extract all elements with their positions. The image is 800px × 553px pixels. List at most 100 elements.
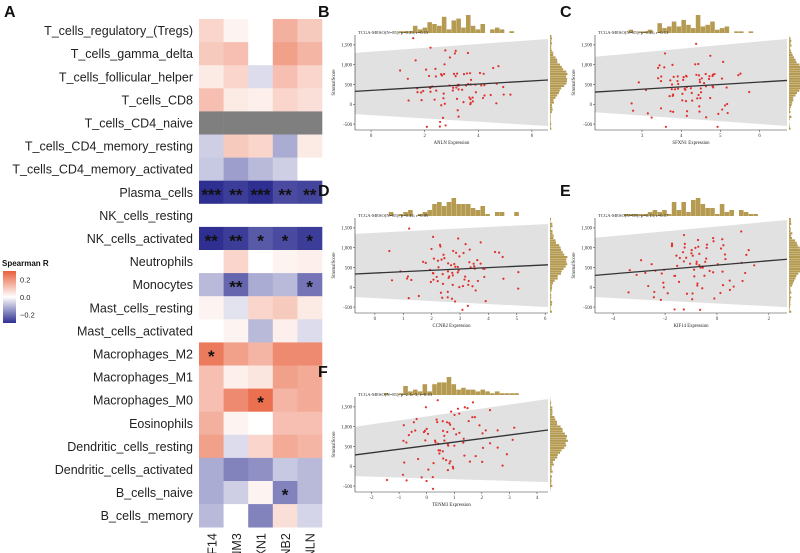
scatter-point — [444, 124, 447, 127]
x-tick-label: 3 — [459, 317, 462, 322]
scatter-point — [630, 102, 633, 105]
scatter-point — [437, 266, 440, 269]
heatmap-cell — [248, 88, 274, 112]
scatter-point — [452, 72, 456, 75]
scatter-point — [429, 46, 432, 49]
marginal-hist-bar-x — [412, 25, 418, 33]
scatter-point — [711, 74, 714, 78]
scatter-point — [442, 457, 445, 460]
scatter-point — [429, 90, 432, 93]
marginal-hist-bar-y — [789, 303, 791, 306]
scatter-point — [476, 279, 479, 283]
heatmap-cell — [248, 111, 274, 135]
heatmap-cell — [199, 504, 224, 528]
scatter-point — [697, 74, 701, 77]
scatter-point — [443, 102, 446, 105]
heatmap-cell — [272, 411, 298, 436]
scatter-point — [450, 297, 454, 300]
heatmap-cell — [223, 111, 249, 135]
heatmap-cell — [199, 411, 224, 436]
scatter-point — [637, 81, 640, 84]
scatter-point — [662, 281, 665, 284]
scatter-point — [424, 68, 428, 71]
marginal-hist-bar-x — [456, 204, 461, 216]
marginal-hist-bar-x — [676, 26, 682, 33]
marginal-hist-bar-x — [441, 206, 447, 216]
scatter-point — [416, 91, 419, 94]
marginal-hist-bar-x — [724, 212, 730, 216]
scatter-point — [703, 274, 706, 277]
scatter-point — [422, 430, 426, 434]
scatter-point — [435, 275, 438, 279]
heatmap-cell — [297, 481, 323, 505]
scatter-point — [707, 77, 711, 81]
scatter-point — [447, 444, 450, 447]
heatmap-panel-a: A T_cells_regulatory_(Tregs) T_cells_gamma… — [4, 4, 323, 553]
heatmap-row-label: NK_cells_resting — [99, 209, 193, 223]
scatter-point — [453, 52, 457, 55]
marginal-hist-bar-x — [456, 389, 461, 395]
scatter-point — [458, 431, 461, 434]
marginal-hist-bar-y — [550, 70, 567, 73]
y-tick-label: 1,500 — [581, 44, 592, 49]
scatter-point — [440, 258, 443, 261]
marginal-hist-bar-x — [514, 393, 519, 395]
scatter-point — [446, 430, 449, 434]
scatter-panel-f: F TCGA-MESO(N=85); p=2.1e-3; r=0.33 -500 0 5… — [318, 364, 568, 508]
scatter-point — [658, 64, 661, 67]
heatmap-cell — [272, 157, 298, 181]
heatmap-cell — [199, 111, 224, 135]
marginal-hist-bar-y — [789, 263, 800, 266]
scatter-point — [454, 300, 457, 303]
marginal-hist-bar-y — [550, 430, 563, 433]
marginal-hist-bar-y — [550, 82, 567, 85]
heatmap-row-label: T_cells_CD4_memory_resting — [25, 140, 193, 154]
x-tick-label: 6 — [531, 134, 534, 139]
scatter-point — [454, 75, 457, 78]
legend-tick-label: −0.2 — [20, 310, 35, 319]
scatter-point — [433, 439, 437, 442]
scatter-point — [676, 79, 679, 83]
marginal-hist-bar-x — [432, 384, 437, 395]
marginal-hist-bar-x — [647, 212, 653, 216]
scatter-point — [747, 249, 750, 252]
scatter-point — [461, 308, 464, 311]
scatter-point — [398, 69, 402, 72]
scatter-point — [701, 266, 704, 269]
scatter-point — [464, 243, 467, 246]
marginal-hist-bar-x — [700, 204, 706, 216]
scatter-point — [476, 258, 479, 262]
marginal-hist-bar-y — [550, 432, 565, 435]
scatter-point — [685, 256, 688, 259]
scatter-point — [474, 289, 477, 292]
scatter-point — [478, 71, 482, 75]
marginal-hist-bar-y — [550, 218, 552, 221]
scatter-point — [737, 74, 740, 77]
marginal-hist-bar-x — [465, 204, 471, 216]
marginal-hist-bar-y — [550, 51, 554, 54]
x-tick-label: 2 — [481, 496, 484, 501]
marginal-hist-bar-y — [550, 220, 551, 223]
marginal-hist-bar-y — [789, 291, 792, 294]
scatter-point — [456, 109, 459, 112]
marginal-hist-bar-x — [461, 27, 466, 33]
scatter-point — [497, 251, 501, 254]
scatter-point — [489, 442, 492, 445]
marginal-hist-bar-x — [412, 389, 418, 395]
scatter-point — [441, 429, 445, 432]
marginal-hist-bar-y — [789, 92, 798, 95]
marginal-hist-bar-y — [789, 308, 790, 311]
heatmap-cell — [199, 342, 224, 366]
scatter-point — [469, 97, 472, 101]
marginal-hist-bar-y — [550, 49, 552, 52]
marginal-hist-bar-x — [446, 377, 452, 395]
marginal-hist-bar-y — [550, 120, 551, 123]
scatter-point — [448, 421, 451, 425]
scatter-point — [646, 112, 649, 115]
scatter-point — [457, 269, 460, 272]
scatter-point — [690, 252, 693, 255]
marginal-hist-bar-y — [550, 77, 568, 80]
heatmap-cell — [297, 319, 323, 343]
marginal-hist-bar-x — [681, 19, 686, 33]
marginal-hist-bar-y — [550, 248, 562, 252]
